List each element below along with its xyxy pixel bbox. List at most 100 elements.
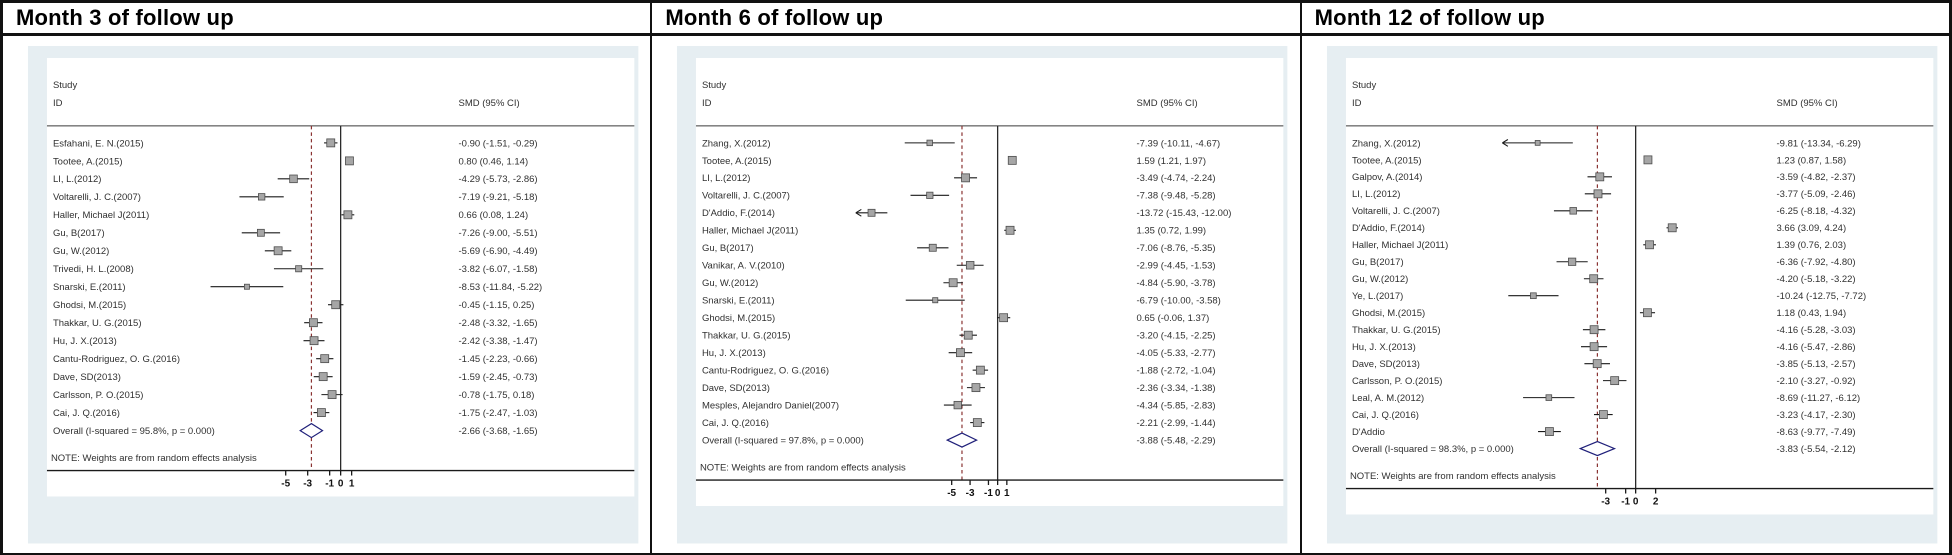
col-header-id: ID xyxy=(53,98,63,109)
panel-month-12: Month 12 of follow up Study ID SMD (95% CI… xyxy=(1299,3,1949,554)
effect-marker xyxy=(258,193,266,201)
effect-marker xyxy=(1588,274,1598,284)
x-axis-tick-label: -5 xyxy=(948,488,957,499)
col-header-smd: SMD (95% CI) xyxy=(1137,98,1198,109)
effect-marker xyxy=(1595,172,1604,182)
study-label: Thakkar, U. G.(2015) xyxy=(53,318,142,329)
study-label: Esfahani, E. N.(2015) xyxy=(53,138,144,149)
study-label: Cantu-Rodriguez, O. G.(2016) xyxy=(702,366,829,377)
smd-value: -4.05 (-5.33, -2.77) xyxy=(1137,348,1216,359)
study-label: Voltarelli, J. C.(2007) xyxy=(702,191,790,202)
study-row: Trivedi, H. L.(2008) -3.82 (-6.07, -1.58) xyxy=(53,264,538,275)
study-row: Haller, Michael J(2011) 0.66 (0.08, 1.24) xyxy=(53,210,528,221)
study-row: Dave, SD(2013) -2.36 (-3.34, -1.38) xyxy=(702,383,1216,394)
study-label: Tootee, A.(2015) xyxy=(53,156,123,167)
study-row: Haller, Michael J(2011) 1.35 (0.72, 1.99) xyxy=(702,226,1206,237)
x-axis-tick-label: 1 xyxy=(1004,488,1010,499)
study-row: Voltarelli, J. C.(2007) -7.38 (-9.48, -5.… xyxy=(702,191,1216,202)
study-row: Zhang, X.(2012) -7.39 (-10.11, -4.67) xyxy=(702,138,1220,149)
col-header-study: Study xyxy=(1352,80,1377,91)
study-label: Carlsson, P. O.(2015) xyxy=(1352,376,1443,387)
study-row: Tootee, A.(2015) 1.59 (1.21, 1.97) xyxy=(702,156,1206,167)
x-axis-tick-label: -3 xyxy=(1601,497,1610,508)
study-row: D'Addio, F.(2014) 3.66 (3.09, 4.24) xyxy=(1352,223,1846,234)
effect-marker xyxy=(327,390,337,400)
study-label: Vanikar, A. V.(2010) xyxy=(702,261,785,272)
study-row: LI, L.(2012) -3.77 (-5.09, -2.46) xyxy=(1352,189,1856,200)
smd-value: -2.21 (-2.99, -1.44) xyxy=(1137,418,1216,429)
study-label: Thakkar, U. G.(2015) xyxy=(1352,325,1441,336)
study-row: Ghodsi, M.(2015) 1.18 (0.43, 1.94) xyxy=(1352,308,1846,319)
overall-smd-value: -3.83 (-5.54, -2.12) xyxy=(1776,444,1855,455)
study-label: Voltarelli, J. C.(2007) xyxy=(53,192,141,203)
smd-value: -7.26 (-9.00, -5.51) xyxy=(459,228,538,239)
study-row: LI, L.(2012) -4.29 (-5.73, -2.86) xyxy=(53,174,538,185)
effect-marker xyxy=(867,208,876,217)
effect-marker xyxy=(971,383,981,393)
smd-value: -1.88 (-2.72, -1.04) xyxy=(1137,366,1216,377)
study-row: Cantu-Rodriguez, O. G.(2016) -1.45 (-2.23… xyxy=(53,354,538,365)
study-row: Gu, W.(2012) -4.84 (-5.90, -3.78) xyxy=(702,278,1216,289)
study-label: Galpov, A.(2014) xyxy=(1352,172,1422,183)
study-label: D'Addio, F.(2014) xyxy=(702,208,775,219)
effect-marker xyxy=(961,173,971,183)
smd-value: -13.72 (-15.43, -12.00) xyxy=(1137,208,1232,219)
study-label: Hu, J. X.(2013) xyxy=(53,336,117,347)
weights-note: NOTE: Weights are from random effects an… xyxy=(700,462,906,473)
overall-smd-value: -2.66 (-3.68, -1.65) xyxy=(459,426,538,437)
panel-title-month-12: Month 12 of follow up xyxy=(1301,3,1949,36)
effect-marker xyxy=(1589,342,1599,352)
study-label: Leal, A. M.(2012) xyxy=(1352,393,1424,404)
study-row: Ye, L.(2017) -10.24 (-12.75, -7.72) xyxy=(1352,291,1866,302)
smd-value: -3.59 (-4.82, -2.37) xyxy=(1776,172,1855,183)
study-row: Ghodsi, M.(2015) -0.45 (-1.15, 0.25) xyxy=(53,300,535,311)
study-label: Thakkar, U. G.(2015) xyxy=(702,331,791,342)
study-row: Gu, B(2017) -7.06 (-8.76, -5.35) xyxy=(702,243,1216,254)
ci-clip-arrow xyxy=(855,208,862,217)
effect-marker xyxy=(273,246,283,256)
study-row: Esfahani, E. N.(2015) -0.90 (-1.51, -0.29… xyxy=(53,138,538,149)
effect-marker xyxy=(1008,155,1017,165)
study-row: Voltarelli, J. C.(2007) -7.19 (-9.21, -5.… xyxy=(53,192,538,203)
smd-value: -2.36 (-3.34, -1.38) xyxy=(1137,383,1216,394)
study-row: Hu, J. X.(2013) -2.42 (-3.38, -1.47) xyxy=(53,336,538,347)
study-label: Carlsson, P. O.(2015) xyxy=(53,390,144,401)
study-row: Haller, Michael J(2011) 1.39 (0.76, 2.03) xyxy=(1352,240,1846,251)
overall-label: Overall (I-squared = 95.8%, p = 0.000) xyxy=(53,426,215,437)
study-row: Snarski, E.(2011) -8.53 (-11.84, -5.22) xyxy=(53,282,542,293)
study-label: Zhang, X.(2012) xyxy=(1352,138,1421,149)
smd-value: 1.18 (0.43, 1.94) xyxy=(1776,308,1846,319)
study-row: D'Addio, F.(2014) -13.72 (-15.43, -12.00) xyxy=(702,208,1231,219)
study-row: Gu, B(2017) -7.26 (-9.00, -5.51) xyxy=(53,228,538,239)
study-label: Cai, J. Q.(2016) xyxy=(53,408,120,419)
effect-marker xyxy=(295,265,303,273)
overall-label: Overall (I-squared = 98.3%, p = 0.000) xyxy=(1352,444,1514,455)
effect-marker xyxy=(956,348,966,358)
study-label: Ye, L.(2017) xyxy=(1352,291,1403,302)
study-label: LI, L.(2012) xyxy=(53,174,102,185)
smd-value: -9.81 (-13.34, -6.29) xyxy=(1776,138,1860,149)
x-axis-tick-label: -3 xyxy=(966,488,975,499)
forest-plot-month-3: Study ID SMD (95% CI) Esfahani, E. N.(2015)… xyxy=(3,36,651,554)
study-label: Dave, SD(2013) xyxy=(702,383,770,394)
x-axis-tick-label: 2 xyxy=(1653,497,1659,508)
study-label: Tootee, A.(2015) xyxy=(1352,155,1422,166)
forest-plot-month-12: Study ID SMD (95% CI) Zhang, X.(2012) -9.81 … xyxy=(1301,36,1949,554)
study-row: Ghodsi, M.(2015) 0.65 (-0.06, 1.37) xyxy=(702,313,1209,324)
study-label: Cai, J. Q.(2016) xyxy=(1352,410,1419,421)
col-header-study: Study xyxy=(53,80,78,91)
effect-marker xyxy=(343,210,353,220)
study-label: Haller, Michael J(2011) xyxy=(1352,240,1448,251)
smd-value: -4.29 (-5.73, -2.86) xyxy=(459,174,538,185)
study-label: Mesples, Alejandro Daniel(2007) xyxy=(702,401,839,412)
smd-value: -7.39 (-10.11, -4.67) xyxy=(1137,138,1221,149)
col-header-smd: SMD (95% CI) xyxy=(459,98,520,109)
study-row: Snarski, E.(2011) -6.79 (-10.00, -3.58) xyxy=(702,296,1221,307)
effect-marker xyxy=(289,174,298,184)
effect-marker xyxy=(926,191,934,199)
smd-value: -3.23 (-4.17, -2.30) xyxy=(1776,410,1855,421)
x-axis-tick-label: 0 xyxy=(995,488,1001,499)
study-row: Hu, J. X.(2013) -4.05 (-5.33, -2.77) xyxy=(702,348,1216,359)
study-label: Gu, B(2017) xyxy=(1352,257,1404,268)
study-row: Carlsson, P. O.(2015) -2.10 (-3.27, -0.92… xyxy=(1352,376,1856,387)
